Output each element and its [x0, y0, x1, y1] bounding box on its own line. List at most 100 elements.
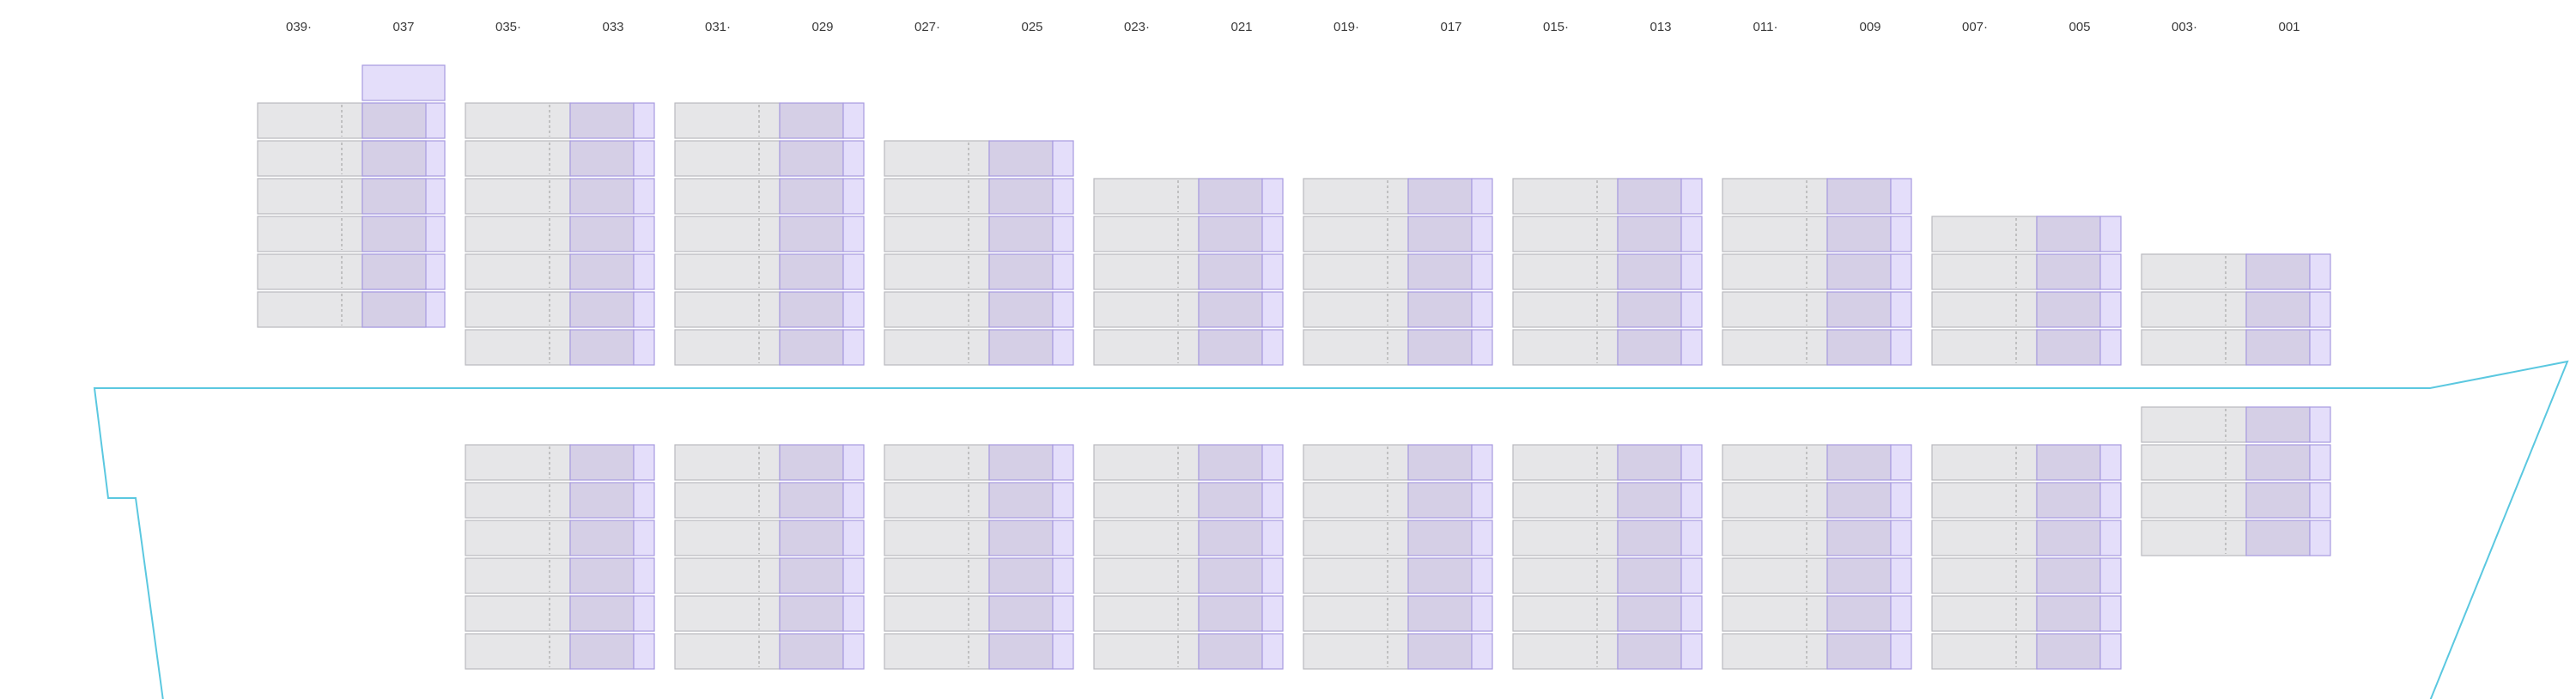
- container-slot-40ft: [2245, 444, 2311, 481]
- container-slot-20ft: [1093, 595, 1200, 632]
- deck-stack-8: [1931, 216, 2122, 366]
- container-slot-40ft: [1826, 595, 1892, 632]
- container-slot-20ft: [465, 482, 571, 519]
- container-slot-20ft: [1931, 216, 2038, 252]
- container-slot-40ft-overhang: [1680, 520, 1703, 556]
- container-slot-40ft: [1198, 520, 1263, 556]
- container-slot-40ft: [1198, 291, 1263, 328]
- container-slot-40ft-overhang: [1890, 216, 1912, 252]
- container-slot-40ft: [779, 482, 844, 519]
- deck-stack-9: [2141, 253, 2331, 366]
- container-slot-40ft-overhang: [1471, 520, 1493, 556]
- hold-stacks: [465, 406, 2331, 670]
- container-slot-40ft-overhang: [2309, 291, 2331, 328]
- container-slot-20ft: [1093, 178, 1200, 215]
- container-slot-40ft: [1407, 178, 1473, 215]
- container-slot-40ft: [779, 595, 844, 632]
- container-slot-40ft: [988, 178, 1054, 215]
- container-slot-20ft: [465, 595, 571, 632]
- container-slot-40ft-overhang: [842, 253, 865, 290]
- container-slot-40ft-overhang: [1261, 557, 1284, 594]
- container-slot-40ft-overhang: [1471, 595, 1493, 632]
- container-slot-20ft: [1722, 520, 1828, 556]
- container-slot-40ft: [1826, 291, 1892, 328]
- container-slot-20ft: [1093, 557, 1200, 594]
- container-slot-20ft: [465, 633, 571, 670]
- bay-label-017: 017: [1440, 20, 1461, 34]
- bay-label-019: 019·: [1334, 20, 1359, 34]
- container-slot-20ft: [1512, 329, 1619, 366]
- container-slot-20ft: [674, 329, 781, 366]
- container-slot-40ft: [779, 520, 844, 556]
- container-slot-40ft: [2036, 329, 2101, 366]
- container-slot-20ft: [1093, 216, 1200, 252]
- container-slot-40ft-overhang: [633, 520, 655, 556]
- container-slot-40ft-overhang: [1261, 291, 1284, 328]
- bay-label-005: 005: [2069, 20, 2090, 34]
- container-slot-40ft: [1826, 178, 1892, 215]
- container-slot-40ft-overhang: [633, 216, 655, 252]
- container-slot-40ft-overhang: [1052, 140, 1074, 177]
- container-slot-20ft: [465, 329, 571, 366]
- container-slot-20ft: [1303, 216, 1409, 252]
- container-slot-40ft: [1826, 216, 1892, 252]
- container-slot-20ft: [1931, 633, 2038, 670]
- container-slot-40ft: [1407, 216, 1473, 252]
- container-slot-40ft-overhang: [1890, 178, 1912, 215]
- container-slot-20ft: [884, 253, 990, 290]
- container-slot-20ft: [2141, 406, 2247, 443]
- hold-stack-4: [1093, 444, 1284, 670]
- deck-stack-7: [1722, 178, 1912, 366]
- container-slot-20ft: [1512, 291, 1619, 328]
- container-slot-20ft: [1303, 633, 1409, 670]
- container-slot-40ft-overhang: [1680, 557, 1703, 594]
- container-slot-40ft-overhang: [1261, 595, 1284, 632]
- container-slot-40ft: [1617, 216, 1682, 252]
- container-slot-20ft: [1512, 216, 1619, 252]
- container-slot-40ft-overhang: [842, 633, 865, 670]
- container-slot-20ft: [465, 140, 571, 177]
- container-slot-40ft-overhang: [1052, 595, 1074, 632]
- container-slot-40ft: [1198, 253, 1263, 290]
- container-slot-20ft: [884, 216, 990, 252]
- container-slot-40ft: [1617, 633, 1682, 670]
- container-slot-20ft: [1722, 216, 1828, 252]
- container-slot-40ft-overhang: [1471, 178, 1493, 215]
- container-slot-20ft: [1512, 557, 1619, 594]
- container-slot-40ft-overhang: [1890, 291, 1912, 328]
- container-slot-40ft: [361, 291, 427, 328]
- container-slot-40ft: [1198, 595, 1263, 632]
- container-slot-40ft: [1407, 253, 1473, 290]
- container-slot-20ft: [674, 140, 781, 177]
- container-slot-20ft: [674, 520, 781, 556]
- container-slot-40ft-overhang: [633, 557, 655, 594]
- container-slot-40ft: [1826, 444, 1892, 481]
- container-slot-40ft: [569, 102, 635, 139]
- container-slot-20ft: [1722, 444, 1828, 481]
- container-slot-40ft: [569, 178, 635, 215]
- container-slot-40ft-overhang: [361, 64, 446, 101]
- container-slot-40ft: [2036, 444, 2101, 481]
- container-slot-40ft: [2036, 216, 2101, 252]
- container-slot-20ft: [1512, 178, 1619, 215]
- container-slot-40ft-overhang: [842, 216, 865, 252]
- container-slot-40ft-overhang: [1052, 482, 1074, 519]
- container-slot-40ft: [988, 633, 1054, 670]
- container-slot-40ft: [1617, 595, 1682, 632]
- container-slot-40ft-overhang: [1680, 253, 1703, 290]
- container-slot-40ft-overhang: [633, 482, 655, 519]
- container-slot-20ft: [674, 595, 781, 632]
- bay-label-013: 013: [1649, 20, 1671, 34]
- container-slot-40ft: [361, 216, 427, 252]
- container-slot-40ft-overhang: [1471, 557, 1493, 594]
- container-slot-40ft-overhang: [1052, 329, 1074, 366]
- container-slot-40ft-overhang: [1680, 482, 1703, 519]
- container-slot-40ft-overhang: [2309, 253, 2331, 290]
- container-slot-40ft: [1826, 482, 1892, 519]
- container-slot-40ft-overhang: [1680, 633, 1703, 670]
- container-slot-40ft: [1617, 253, 1682, 290]
- bay-label-011: 011·: [1753, 20, 1778, 34]
- container-slot-20ft: [674, 291, 781, 328]
- container-slot-20ft: [257, 291, 363, 328]
- container-slot-40ft: [361, 253, 427, 290]
